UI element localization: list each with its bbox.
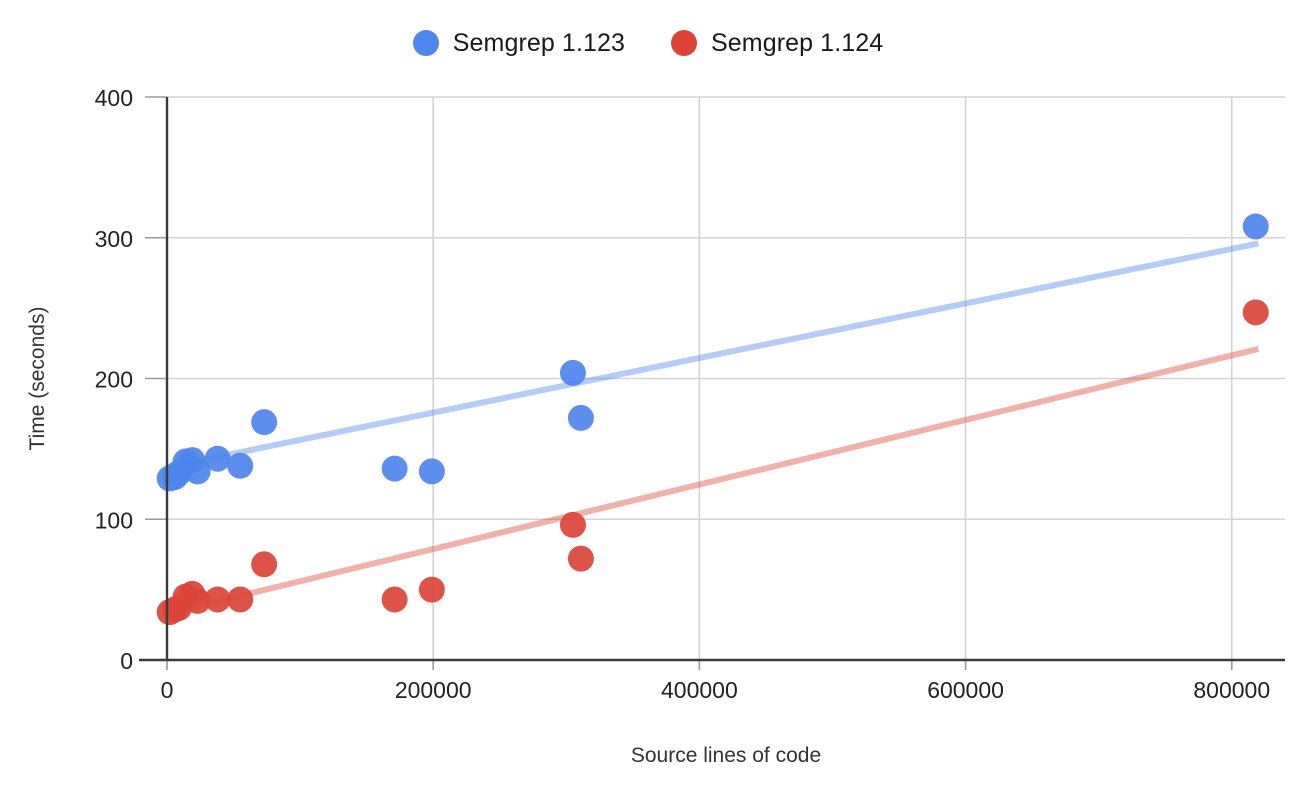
tick-labels: 0 100 200 300 400 0 200000 400000 600000 800000 [95, 85, 1271, 703]
axis-lines [139, 97, 1285, 662]
x-tick-label: 600000 [927, 677, 1004, 703]
legend-label: Semgrep 1.124 [711, 28, 884, 57]
data-point[interactable] [418, 576, 445, 603]
data-point[interactable] [184, 587, 211, 614]
y-axis-title: Time (seconds) [26, 307, 49, 451]
x-tick-label: 800000 [1193, 677, 1270, 703]
legend-label: Semgrep 1.123 [452, 28, 625, 57]
data-point[interactable] [184, 458, 211, 485]
circle-swatch-icon [412, 30, 439, 56]
data-point[interactable] [227, 452, 254, 479]
data-point[interactable] [559, 359, 586, 386]
trendline-semgrep-1-124 [166, 346, 1260, 617]
x-tick-label: 0 [161, 677, 174, 703]
data-point[interactable] [559, 511, 586, 538]
data-point[interactable] [251, 409, 278, 436]
data-point[interactable] [567, 404, 594, 431]
circle-swatch-icon [671, 30, 697, 56]
data-point[interactable] [204, 586, 231, 613]
data-point[interactable] [1242, 213, 1269, 240]
data-point[interactable] [251, 551, 278, 578]
x-tick-label: 400000 [661, 677, 738, 703]
axis-titles: Source lines of code Time (seconds) [26, 307, 821, 767]
legend-item-semgrep-1-123[interactable]: Semgrep 1.123 [412, 28, 625, 58]
data-point[interactable] [204, 445, 231, 472]
chart-legend: Semgrep 1.123 Semgrep 1.124 [0, 18, 1296, 68]
data-point[interactable] [381, 586, 408, 613]
x-tick-label: 200000 [395, 677, 472, 703]
data-point[interactable] [567, 545, 594, 572]
data-points [156, 213, 1269, 626]
data-point[interactable] [418, 458, 445, 485]
y-tick-label: 100 [95, 507, 133, 533]
data-point[interactable] [227, 586, 254, 613]
data-point[interactable] [381, 455, 408, 482]
x-axis-title: Source lines of code [631, 744, 821, 767]
trendlines [166, 240, 1260, 617]
legend-item-semgrep-1-124[interactable]: Semgrep 1.124 [671, 29, 883, 58]
y-tick-label: 400 [95, 85, 133, 111]
y-tick-label: 300 [95, 226, 133, 252]
y-tick-label: 0 [120, 648, 133, 674]
y-tick-label: 200 [95, 367, 133, 393]
data-point[interactable] [1242, 299, 1269, 326]
trendline-semgrep-1-123 [166, 240, 1259, 471]
